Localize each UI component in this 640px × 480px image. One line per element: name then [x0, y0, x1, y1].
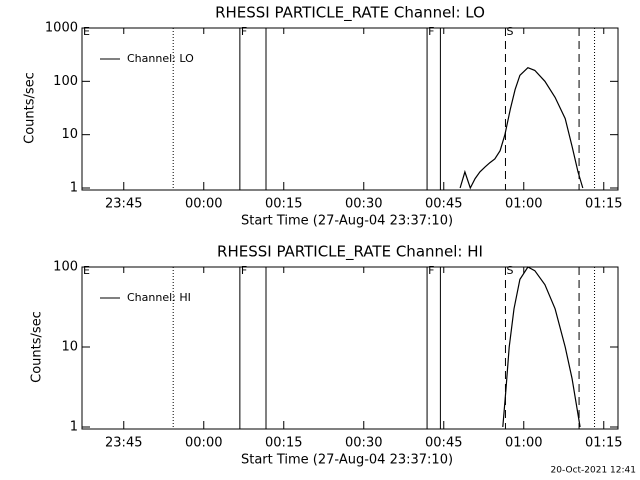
chart-title: RHESSI PARTICLE_RATE Channel: LO [215, 4, 485, 23]
event-label: E [83, 264, 90, 277]
y-tick-label: 100 [53, 74, 78, 89]
data-line [502, 266, 581, 428]
y-axis-label: Counts/sec [23, 72, 38, 144]
x-tick-label: 23:45 [105, 197, 142, 212]
legend-label: Channel: HI [127, 291, 191, 304]
x-tick-label: 01:00 [505, 436, 542, 451]
x-tick-label: 01:15 [585, 197, 622, 212]
x-tick-label: 00:15 [265, 436, 302, 451]
x-tick-label: 00:45 [425, 197, 462, 212]
y-tick-label: 1 [70, 420, 78, 435]
plot-frame [81, 266, 619, 430]
y-tick-label: 1000 [45, 21, 78, 36]
event-label: F [241, 25, 247, 38]
event-label: S [506, 25, 513, 38]
x-tick-label: 00:00 [185, 197, 222, 212]
y-tick-label: 10 [61, 127, 78, 142]
x-tick-label: 00:30 [345, 197, 382, 212]
plot-frame [81, 27, 619, 191]
x-tick-label: 23:45 [105, 436, 142, 451]
x-tick-label: 00:15 [265, 197, 302, 212]
x-tick-label: 00:00 [185, 436, 222, 451]
x-tick-label: 01:00 [505, 197, 542, 212]
x-axis-label: Start Time (27-Aug-04 23:37:10) [241, 214, 453, 229]
x-axis-label: Start Time (27-Aug-04 23:37:10) [241, 453, 453, 468]
footer: 20-Oct-2021 12:41 [551, 466, 636, 476]
chart-title: RHESSI PARTICLE_RATE Channel: HI [217, 243, 483, 262]
x-tick-label: 01:15 [585, 436, 622, 451]
event-label: F [428, 25, 434, 38]
y-tick-label: 100 [53, 260, 78, 275]
event-label: S [506, 264, 513, 277]
x-tick-label: 00:45 [425, 436, 462, 451]
event-label: F [241, 264, 247, 277]
event-label: E [83, 25, 90, 38]
y-tick-label: 10 [61, 340, 78, 355]
event-label: F [428, 264, 434, 277]
legend-label: Channel: LO [127, 52, 194, 65]
data-line [459, 67, 584, 190]
y-axis-label: Counts/sec [30, 311, 45, 383]
x-tick-label: 00:30 [345, 436, 382, 451]
y-tick-label: 1 [70, 181, 78, 196]
